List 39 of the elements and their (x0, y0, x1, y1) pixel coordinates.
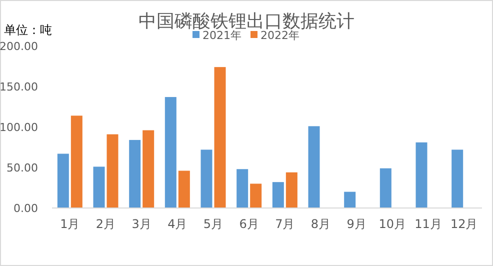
x-tick-label: 1月 (60, 217, 80, 231)
x-tick-label: 11月 (414, 217, 442, 231)
bar (344, 192, 356, 208)
bar (308, 126, 320, 208)
bar (57, 154, 69, 208)
legend-label: 2021年 (202, 29, 242, 42)
y-tick-label: 100.00 (0, 121, 38, 134)
x-tick-label: 2月 (96, 217, 116, 231)
x-tick-label: 4月 (168, 217, 188, 231)
x-tick-label: 8月 (310, 217, 331, 231)
x-tick-label: 5月 (203, 217, 224, 231)
y-tick-label: 50.00 (6, 162, 38, 174)
legend-label: 2022年 (260, 29, 300, 42)
bar (106, 134, 118, 208)
x-tick-label: 12月 (450, 217, 478, 231)
bar (142, 130, 154, 208)
bar (164, 97, 176, 208)
y-tick-label: 200.00 (0, 40, 38, 53)
bar (272, 182, 284, 208)
bar (93, 166, 105, 208)
bar (236, 169, 248, 208)
x-tick-label: 7月 (275, 217, 295, 231)
bar (452, 150, 464, 208)
bar (286, 172, 298, 208)
bar (200, 150, 212, 208)
bar (250, 184, 262, 208)
y-axis-title: 单位：吨 (4, 23, 52, 37)
bar (416, 142, 428, 208)
bar (129, 140, 141, 208)
x-tick-label: 6月 (239, 217, 259, 231)
bar (380, 168, 392, 208)
y-tick-label: 0.00 (14, 202, 38, 215)
bar (214, 67, 226, 208)
x-tick-label: 3月 (132, 217, 152, 231)
bar (178, 170, 190, 208)
y-tick-label: 150.00 (0, 80, 38, 94)
x-tick-label: 10月 (378, 217, 406, 231)
bar (70, 116, 82, 208)
x-tick-label: 9月 (346, 217, 366, 231)
